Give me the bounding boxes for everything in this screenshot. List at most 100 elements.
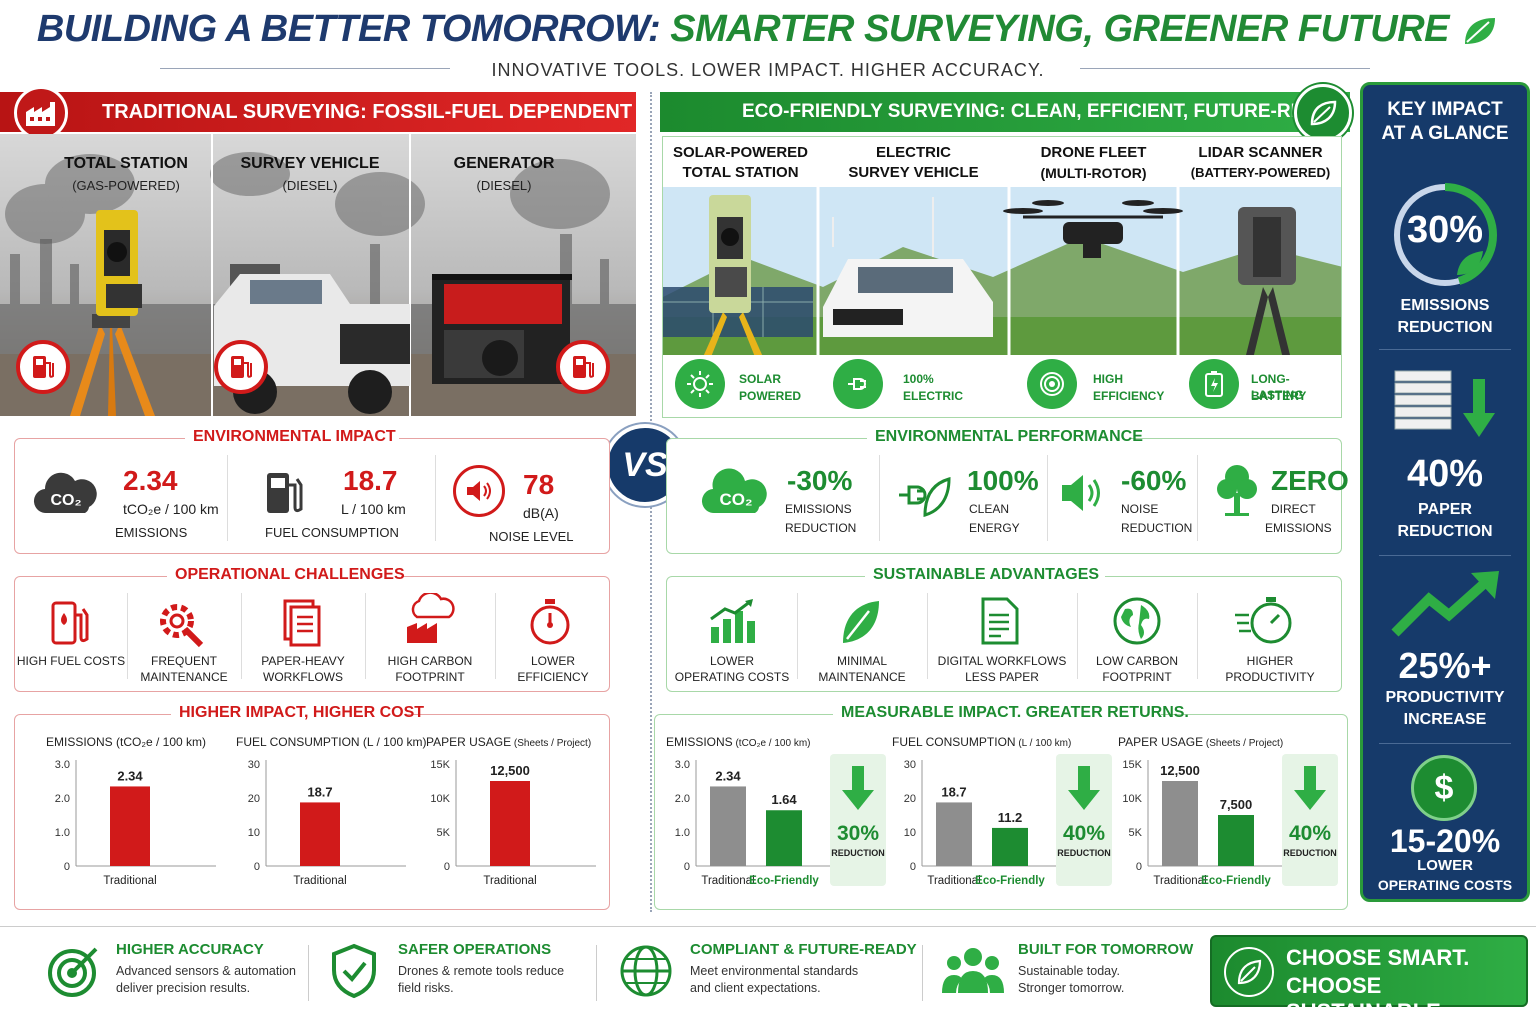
- adv-l1: LOW CARBON: [1095, 654, 1178, 668]
- eco-feature-4-l1: LONG-LASTING: [1251, 372, 1304, 402]
- bar-value-label: 1.64: [771, 792, 797, 807]
- trad-equipment-3-sub: (DIESEL): [476, 178, 532, 193]
- fuel-cost-icon: [51, 601, 89, 645]
- down-arrow-icon: [1078, 766, 1090, 792]
- y-tick-label: 30: [248, 759, 260, 771]
- chart-title-unit: (Sheets / Project): [1203, 738, 1283, 749]
- eco-equipment-2-name-l1: ELECTRIC: [876, 144, 951, 161]
- lidar-scanner-illustration: [1238, 207, 1296, 367]
- trad-equipment-1-name: TOTAL STATION: [64, 155, 188, 172]
- trad-emissions-label: EMISSIONS: [115, 525, 188, 540]
- trad-fuel-unit: L / 100 km: [341, 501, 406, 517]
- category-label: Eco-Friendly: [975, 875, 1045, 887]
- growth-chart-icon: [710, 599, 755, 643]
- category-label: Traditional: [701, 875, 754, 887]
- bar-eco-friendly: [1218, 815, 1254, 866]
- eco-env-l2: EMISSIONS: [1265, 521, 1332, 535]
- chart-title: PAPER USAGE (Sheets / Project): [426, 735, 591, 749]
- sidebar-value: 30%: [1406, 209, 1484, 251]
- ops-label-l2: WORKFLOWS: [263, 670, 343, 684]
- category-label: Traditional: [927, 875, 980, 887]
- svg-text:CO₂: CO₂: [50, 492, 81, 509]
- trad-equipment-1-sub: (GAS-POWERED): [72, 178, 180, 193]
- eco-env-value: -60%: [1121, 465, 1187, 496]
- globe-grid-icon: [620, 945, 672, 997]
- down-arrow-icon: [1304, 766, 1316, 792]
- plug-leaf-icon: [899, 477, 951, 517]
- svg-text:CO₂: CO₂: [719, 490, 752, 509]
- y-tick-label: 2.0: [675, 793, 690, 805]
- y-tick-label: 3.0: [55, 759, 70, 771]
- bar-value-label: 12,500: [1160, 763, 1200, 778]
- chart-title: PAPER USAGE (Sheets / Project): [1118, 735, 1283, 749]
- sidebar-value: 25%+: [1398, 645, 1492, 686]
- y-tick-label: 30: [904, 759, 916, 771]
- plug-icon: [833, 359, 883, 409]
- adv-l1: DIGITAL WORKFLOWS: [937, 654, 1067, 668]
- adv-l1: MINIMAL: [836, 654, 887, 668]
- y-tick-label: 0: [254, 861, 260, 873]
- y-tick-label: 5K: [437, 827, 451, 839]
- y-tick-label: 10K: [430, 793, 450, 805]
- sidebar-label-l2: REDUCTION: [1397, 523, 1493, 540]
- reduction-value: 30%: [837, 822, 879, 845]
- adv-l2: PRODUCTIVITY: [1225, 670, 1315, 684]
- y-tick-label: 0: [64, 861, 70, 873]
- footer-item-text-2: Stronger tomorrow.: [1018, 981, 1125, 995]
- sidebar-title-l1: KEY IMPACT: [1387, 99, 1503, 120]
- footer-item-text-1: Sustainable today.: [1018, 964, 1120, 978]
- speaker-icon: [1062, 475, 1100, 511]
- reduction-panel: [830, 754, 886, 886]
- y-tick-label: 0: [1136, 861, 1142, 873]
- footer-item-text-2: field risks.: [398, 981, 454, 995]
- title-part-2: SMARTER SURVEYING, GREENER FUTURE: [670, 8, 1450, 50]
- eco-banner: ECO-FRIENDLY SURVEYING: CLEAN, EFFICIENT…: [660, 92, 1350, 132]
- footer-item-text-1: Advanced sensors & automation: [116, 964, 296, 978]
- y-tick-label: 2.0: [55, 793, 70, 805]
- section-heading: HIGHER IMPACT, HIGHER COST: [171, 704, 424, 722]
- co2-cloud-icon: CO₂: [701, 468, 767, 514]
- globe-icon: [1113, 597, 1161, 645]
- trad-emissions-value: 2.34: [123, 465, 178, 496]
- trad-fuel-value: 18.7: [343, 465, 398, 496]
- bar-value-label: 12,500: [490, 763, 530, 778]
- eco-env-l2: REDUCTION: [785, 521, 857, 535]
- footer-item-title: COMPLIANT & FUTURE-READY: [690, 941, 917, 958]
- section-heading: MEASURABLE IMPACT. GREATER RETURNS.: [833, 704, 1189, 722]
- target-icon: [48, 947, 98, 997]
- eco-env-l2: ENERGY: [969, 521, 1020, 535]
- eco-equipment-1-name-l2: TOTAL STATION: [682, 164, 799, 181]
- operational-challenges-box: OPERATIONAL CHALLENGES HIGH FUEL COSTS F…: [14, 566, 610, 692]
- drone-illustration: [1003, 200, 1183, 258]
- adv-l2: FOOTPRINT: [1102, 670, 1172, 684]
- leaf-icon: [1224, 947, 1274, 997]
- chart-title: EMISSIONS (tCO₂e / 100 km): [666, 735, 810, 749]
- sun-icon: [675, 359, 725, 409]
- leaf-icon: [843, 601, 879, 643]
- shield-check-icon: [332, 943, 376, 999]
- reduction-label: REDUCTION: [1283, 848, 1337, 858]
- y-tick-label: 0: [444, 861, 450, 873]
- tree-icon: [1217, 465, 1257, 516]
- trad-fuel-label: FUEL CONSUMPTION: [265, 525, 399, 540]
- footer-item-title: SAFER OPERATIONS: [398, 941, 552, 958]
- trad-noise-label: NOISE LEVEL: [489, 529, 574, 544]
- trad-equipment-2-sub: (DIESEL): [282, 178, 338, 193]
- reduction-label: REDUCTION: [1057, 848, 1111, 858]
- eco-feature-1-l2: POWERED: [739, 389, 802, 403]
- reduction-value: 40%: [1289, 822, 1331, 845]
- trad-emissions-unit: tCO₂e / 100 km: [123, 501, 219, 517]
- bar-eco-friendly: [766, 810, 802, 866]
- electric-suv-illustration: [823, 197, 993, 337]
- reduction-panel: [1282, 754, 1338, 886]
- cta-line-1: CHOOSE SMART.: [1286, 945, 1470, 970]
- eco-env-l1: CLEAN: [969, 502, 1010, 516]
- sidebar-label-l2: INCREASE: [1403, 711, 1487, 728]
- ops-label-l2: EFFICIENCY: [517, 670, 589, 684]
- trad-equipment-3-name: GENERATOR: [453, 155, 555, 172]
- y-tick-label: 15K: [1122, 759, 1142, 771]
- key-impact-sidebar: KEY IMPACT AT A GLANCE 30% EMISSIONS RED…: [1360, 82, 1530, 902]
- category-label: Eco-Friendly: [749, 875, 819, 887]
- gear-wrench-icon: [160, 604, 204, 648]
- y-tick-label: 20: [248, 793, 260, 805]
